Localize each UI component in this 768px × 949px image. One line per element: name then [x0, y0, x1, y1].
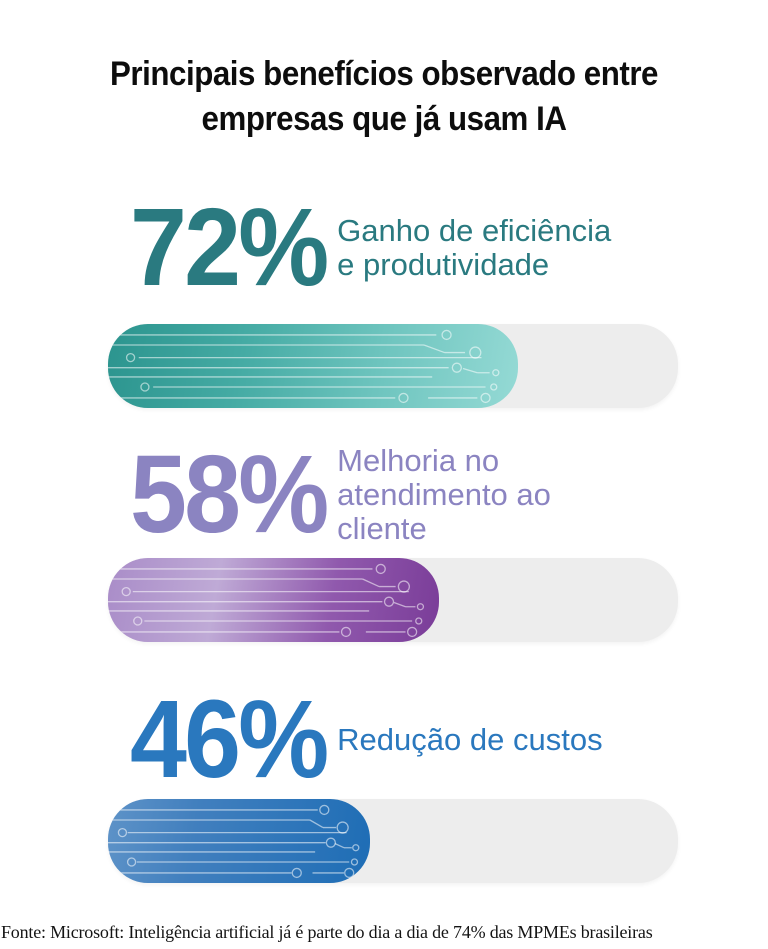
progress-fill — [108, 558, 439, 642]
benefit-item-atendimento: 58% Melhoria no atendimento ao cliente — [130, 440, 551, 550]
benefit-label: Redução de custos — [337, 723, 602, 757]
page-title: Principais benefícios observado entre em… — [31, 52, 738, 142]
source-note: Fonte: Microsoft: Inteligência artificia… — [1, 922, 653, 942]
circuit-pattern — [108, 804, 360, 879]
benefit-label-line: e produtividade — [337, 247, 550, 282]
circuit-pattern — [108, 329, 500, 404]
circuit-pattern — [108, 563, 425, 638]
benefit-label-line: Melhoria no — [337, 443, 500, 478]
progress-track — [108, 324, 678, 408]
benefit-value: 72% — [130, 186, 329, 309]
benefit-item-eficiencia: 72% Ganho de eficiência e produtividade — [130, 193, 611, 303]
progress-fill — [108, 799, 371, 883]
benefit-item-custos: 46% Redução de custos — [130, 685, 603, 795]
progress-fill — [108, 324, 519, 408]
benefit-label-line: Ganho de eficiência — [337, 213, 612, 248]
progress-track — [108, 558, 678, 642]
benefit-label-line: cliente — [337, 511, 427, 546]
progress-track — [108, 799, 678, 883]
benefit-label: Melhoria no atendimento ao cliente — [337, 444, 551, 546]
benefit-value: 58% — [130, 433, 329, 556]
benefit-label: Ganho de eficiência e produtividade — [337, 214, 611, 282]
page-title-line1: Principais benefícios observado entre — [110, 55, 658, 93]
benefit-value: 46% — [130, 678, 329, 801]
page-title-line2: empresas que já usam IA — [201, 100, 567, 138]
benefit-label-line: atendimento ao — [337, 477, 551, 512]
benefit-label-line: Redução de custos — [337, 722, 603, 757]
